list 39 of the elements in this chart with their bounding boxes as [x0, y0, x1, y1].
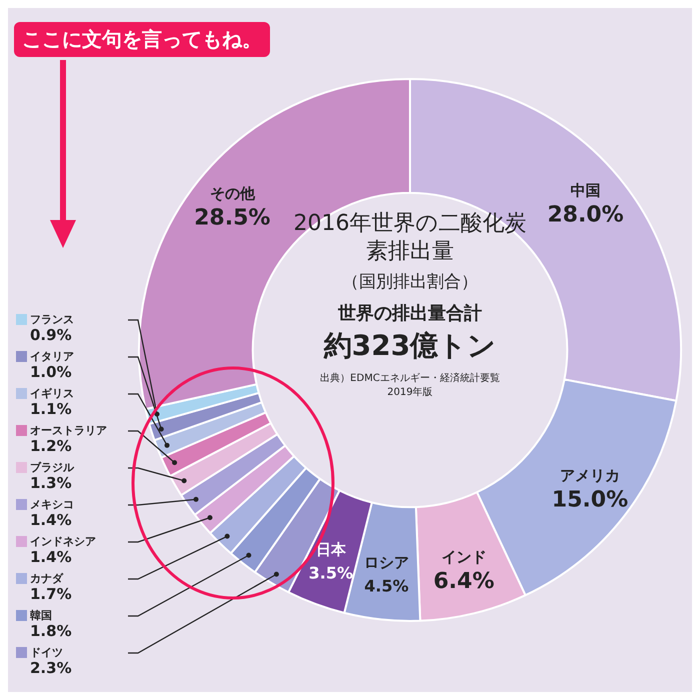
data-label: 0.9%: [30, 326, 72, 344]
legend-label: イギリス: [30, 386, 74, 400]
text: （国別排出割合）: [341, 271, 479, 293]
source-note: 出典）EDMCエネルギー・経済統計要覧: [319, 372, 501, 385]
data-label: 4.5%: [364, 576, 409, 596]
legend-label: インドネシア: [30, 534, 96, 548]
legend-label: カナダ: [30, 572, 64, 585]
data-label: 28.0%: [547, 202, 624, 228]
legend-label: メキシコ: [30, 498, 74, 511]
legend-label: イタリア: [30, 350, 74, 363]
data-label: 1.3%: [30, 474, 72, 492]
data-label: 15.0%: [552, 487, 628, 512]
text: 2019年版: [386, 386, 434, 399]
slice-label: その他: [210, 184, 256, 202]
data-label: 28.5%: [194, 205, 270, 230]
data-label: 1.4%: [30, 548, 72, 566]
data-label: 1.2%: [30, 436, 72, 455]
text: ここに文句を言ってもね。: [14, 22, 270, 57]
data-label: 1.7%: [30, 584, 72, 603]
data-label: 1.0%: [30, 362, 72, 381]
legend-label: ブラジル: [30, 460, 75, 474]
slice-label: アメリカ: [560, 466, 620, 484]
legend-label: オーストラリア: [30, 424, 107, 437]
data-label: 1.8%: [30, 622, 72, 640]
slice-label: 日本: [316, 540, 347, 558]
data-label: 3.5%: [308, 564, 354, 583]
legend-label: フランス: [30, 312, 74, 326]
legend-label: ドイツ: [30, 646, 63, 659]
text: 世界の排出量合計: [337, 302, 483, 325]
data-label: 1.1%: [30, 400, 72, 418]
data-label: 1.4%: [30, 510, 72, 529]
data-label: 6.4%: [433, 569, 494, 594]
slice-label: ロシア: [364, 553, 409, 572]
data-label: 2.3%: [30, 658, 72, 677]
legend-label: 韓国: [30, 608, 52, 622]
text: 約323億トン: [322, 328, 498, 364]
slice-label: インド: [441, 548, 486, 566]
text: 2016年世界の二酸化炭素排出量: [294, 211, 526, 264]
slice-label: 中国: [570, 182, 600, 200]
